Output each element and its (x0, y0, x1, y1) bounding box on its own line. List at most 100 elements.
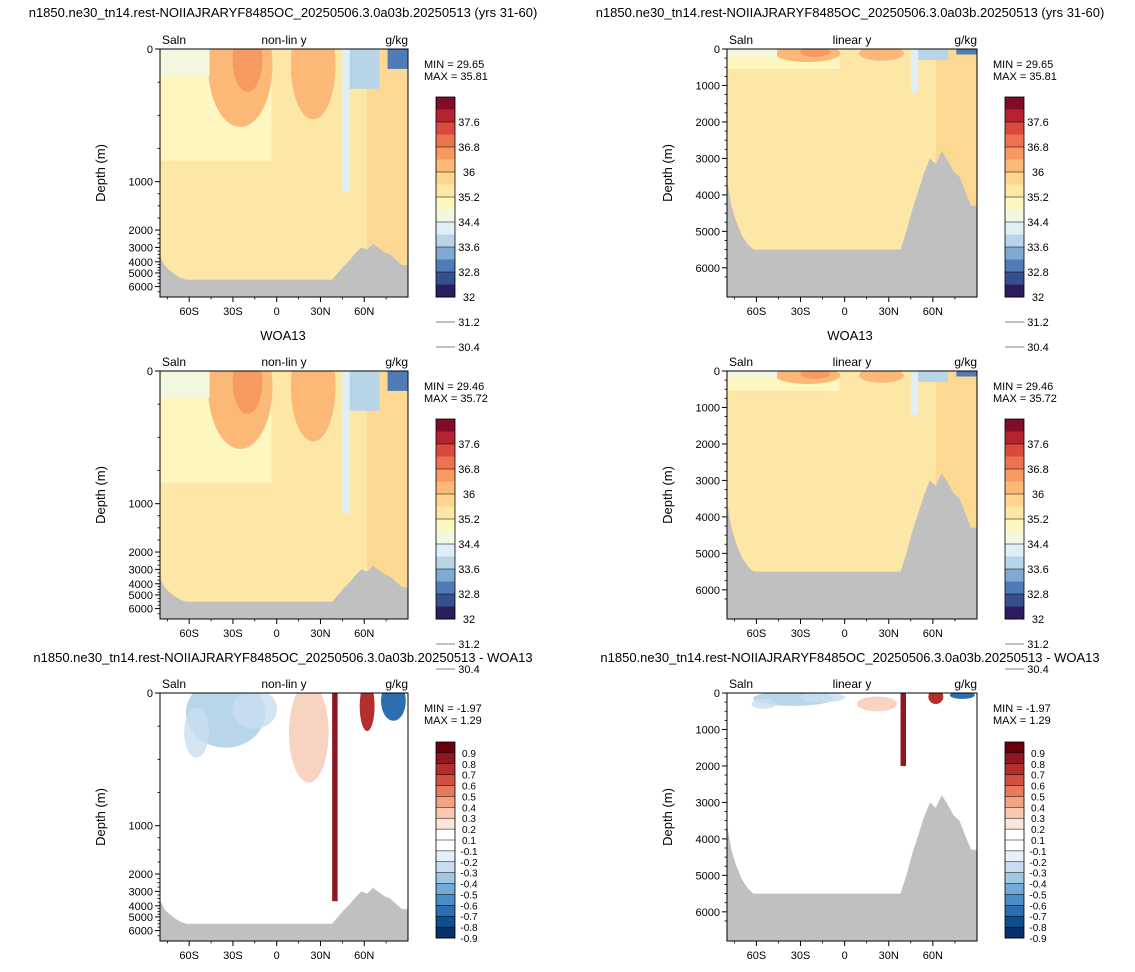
field-anomaly-negative (800, 693, 846, 703)
colorbar-tick-label: 0.7 (462, 771, 476, 782)
land-mask (160, 887, 408, 941)
colorbar-box (436, 883, 455, 895)
colorbar-tick-label: -0.6 (460, 901, 478, 912)
colorbar-tick-label: 0.1 (462, 836, 476, 847)
colorbar-box (436, 774, 455, 787)
x-tick-label: 60N (354, 628, 374, 640)
colorbar-tick-label: 34.4 (1027, 217, 1048, 229)
colorbar-box (436, 109, 455, 123)
field-core (800, 371, 831, 379)
field-anomaly-positive (359, 693, 375, 732)
colorbar-box (1005, 234, 1024, 248)
y-tick-label: 6000 (696, 907, 720, 919)
y-tick-label: 1000 (129, 499, 153, 511)
field-anomaly-positive (857, 696, 897, 712)
colorbar-box (1005, 829, 1024, 841)
x-tick-label: 30N (310, 306, 330, 318)
y-tick-label: 4000 (696, 512, 720, 524)
units-label: g/kg (385, 33, 408, 47)
colorbar-tick-label: -0.3 (1029, 869, 1047, 880)
field-fresh-tongue (910, 371, 919, 415)
colorbar-box (1005, 763, 1024, 776)
colorbar-box (436, 247, 455, 260)
colorbar-tick-label: 33.6 (458, 242, 479, 254)
colorbar-tick-label: 30.4 (1027, 342, 1048, 354)
x-tick-label: 0 (842, 628, 848, 640)
field-anomaly-negative (949, 693, 975, 699)
plot-frame (159, 370, 409, 620)
title-top-left: n1850.ne30_tn14.rest-NOIIAJRARYF8485OC_2… (29, 5, 538, 20)
colorbar: 0.90.80.70.60.50.40.30.20.1-0.1-0.2-0.3-… (435, 741, 478, 945)
plot-frame (726, 692, 978, 942)
colorbar-box (1005, 581, 1024, 595)
colorbar-box (436, 531, 455, 545)
colorbar-box (1005, 494, 1024, 507)
colorbar-tick-label: -0.9 (1029, 934, 1047, 945)
y-tick-label: 5000 (129, 912, 153, 924)
colorbar-box (1005, 197, 1024, 210)
units-label: g/kg (954, 677, 977, 691)
colorbar-tick-label: -0.4 (460, 880, 478, 891)
colorbar-tick-label: 0.9 (462, 749, 476, 760)
colorbar-box (1005, 444, 1024, 457)
colorbar-tick-label: 37.6 (1027, 439, 1048, 451)
colorbar-box (436, 606, 455, 620)
y-scale-label: linear y (833, 33, 872, 47)
colorbar-box (436, 581, 455, 595)
colorbar-box (1005, 850, 1024, 863)
plot-frame (726, 48, 978, 298)
colorbar-tick-label: 32.8 (1027, 267, 1048, 279)
variable-label: Saln (162, 677, 186, 691)
plot-area (160, 693, 408, 941)
y-tick-label: 3000 (696, 797, 720, 809)
x-tick-label: 0 (842, 950, 848, 962)
plot-area (727, 371, 977, 619)
colorbar-box (436, 431, 455, 445)
colorbar-tick-label: -0.4 (1029, 880, 1047, 891)
x-tick-label: 60N (923, 950, 943, 962)
colorbar-box (436, 184, 455, 198)
colorbar-tick-label: 33.6 (458, 564, 479, 576)
y-axis-label: Depth (m) (660, 788, 675, 846)
y-tick-label: 3000 (696, 153, 720, 165)
colorbar-tick-label: 32 (1032, 614, 1044, 626)
colorbar-tick-label: 0.8 (1031, 760, 1045, 771)
colorbar-box (436, 222, 455, 235)
y-scale-label: linear y (833, 355, 872, 369)
colorbar-tick-label: 0.9 (1031, 749, 1045, 760)
colorbar: 37.6 36.8 36 35.2 34.4 33.6 32.8 32 31.2 30.4 (1004, 96, 1049, 354)
field-arctic-fresh (387, 371, 408, 391)
colorbar-box (1005, 469, 1024, 482)
x-tick-label: 30S (223, 628, 243, 640)
variable-label: Saln (162, 355, 186, 369)
colorbar-box (1005, 431, 1024, 445)
land-mask (727, 473, 977, 619)
field-arctic (349, 371, 380, 411)
x-tick-label: 60N (923, 628, 943, 640)
colorbar-box (1005, 861, 1024, 874)
colorbar-box (1005, 109, 1024, 123)
colorbar-box (436, 872, 455, 885)
colorbar-box (436, 419, 455, 432)
y-tick-label: 1000 (696, 724, 720, 736)
x-tick-label: 60S (179, 306, 199, 318)
colorbar: 37.6 36.8 36 35.2 34.4 33.6 32.8 32 31.2 30.4 (435, 96, 480, 354)
colorbar-tick-label: 0.4 (1031, 803, 1045, 814)
y-tick-label: 0 (714, 44, 720, 56)
colorbar-box (1005, 519, 1024, 532)
colorbar-box (436, 927, 455, 939)
colorbar-tick-label: -0.1 (1029, 847, 1047, 858)
colorbar-box (1005, 742, 1024, 754)
colorbar-tick-label: 32 (463, 614, 475, 626)
colorbar-box (436, 850, 455, 863)
y-tick-label: 3000 (129, 564, 153, 576)
colorbar-tick-label: 32.8 (458, 267, 479, 279)
colorbar-tick-label: 36.8 (1027, 464, 1048, 476)
field-subtropic-north (290, 371, 336, 442)
title-bottom-right: n1850.ne30_tn14.rest-NOIIAJRARYF8485OC_2… (600, 650, 1099, 665)
plot-frame (726, 370, 978, 620)
colorbar-box (1005, 774, 1024, 787)
field-anomaly-negative (232, 693, 278, 729)
